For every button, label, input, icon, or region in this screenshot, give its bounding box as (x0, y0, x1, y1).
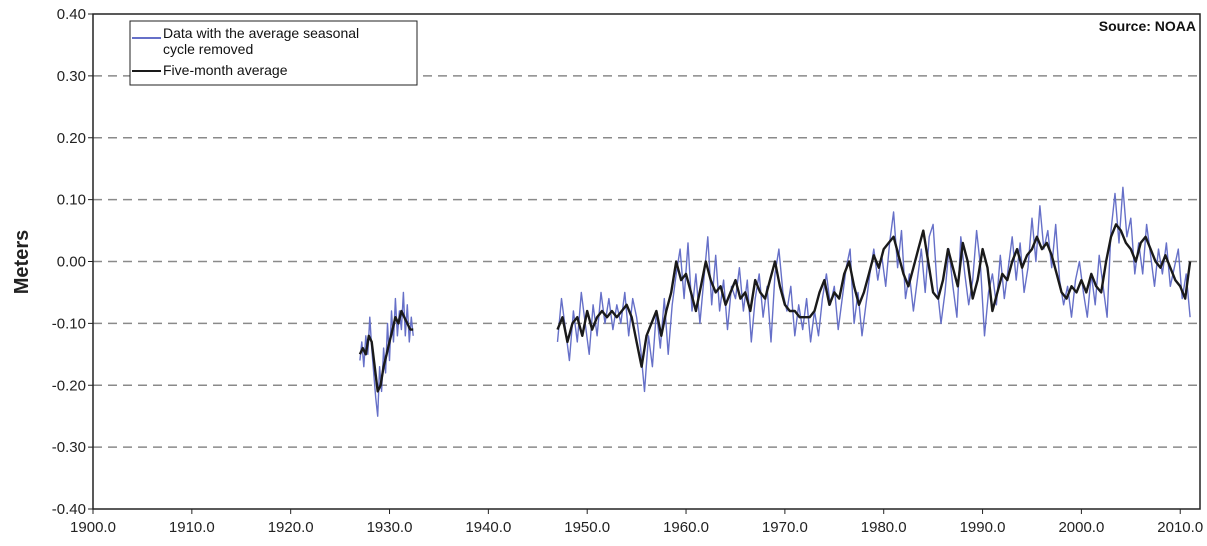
y-tick-label: -0.40 (52, 501, 86, 518)
x-tick-label: 1940.0 (465, 519, 511, 536)
y-tick-label: 0.30 (57, 68, 86, 85)
x-tick-label: 1920.0 (268, 519, 314, 536)
five-month-average-line (358, 309, 414, 393)
x-axis: 1900.0 1910.0 1920.0 1930.0 1940.0 1950.0 1960… (70, 509, 1203, 536)
x-tick-label: 1950.0 (564, 519, 610, 536)
x-tick-label: 2000.0 (1058, 519, 1104, 536)
y-axis-title: Meters (11, 230, 33, 294)
y-tick-label: -0.20 (52, 377, 86, 394)
legend-label-raw-cont: cycle removed (163, 41, 253, 57)
x-tick-label: 2010.0 (1157, 519, 1203, 536)
grid-lines (93, 75, 1200, 448)
source-label: Source: NOAA (1099, 18, 1196, 34)
y-tick-label: 0.40 (57, 6, 86, 23)
x-tick-label: 1970.0 (762, 519, 808, 536)
series-five-month-average (358, 223, 1192, 393)
x-tick-label: 1990.0 (960, 519, 1006, 536)
legend-label-raw: Data with the average seasonal (163, 25, 359, 41)
x-tick-label: 1910.0 (169, 519, 215, 536)
five-month-average-line (556, 223, 1192, 368)
x-tick-label: 1960.0 (663, 519, 709, 536)
y-tick-label: 0.10 (57, 192, 86, 209)
y-tick-label: -0.30 (52, 439, 86, 456)
y-tick-label: -0.10 (52, 315, 86, 332)
legend: Data with the average seasonal cycle rem… (129, 20, 418, 86)
legend-box (129, 20, 418, 86)
y-tick-label: 0.20 (57, 130, 86, 147)
y-axis: 0.40 0.30 0.20 0.10 0.00 -0.10 -0.20 -0.30 -0.40 (52, 6, 93, 518)
x-tick-label: 1900.0 (70, 519, 116, 536)
raw-data-line (556, 186, 1191, 393)
y-tick-label: 0.00 (57, 254, 86, 271)
x-tick-label: 1980.0 (861, 519, 907, 536)
x-tick-label: 1930.0 (367, 519, 413, 536)
legend-label-average: Five-month average (163, 62, 288, 78)
series-raw-data (359, 186, 1191, 417)
